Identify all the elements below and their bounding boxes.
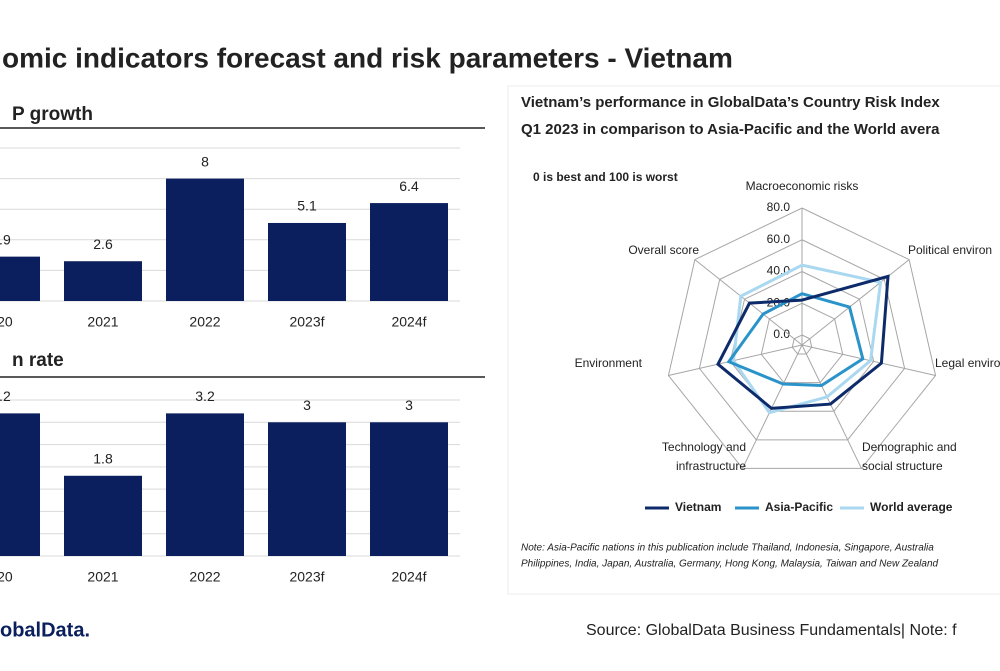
axis-label: Legal enviro: [935, 356, 1000, 370]
x-tick-label: 2022: [189, 569, 220, 585]
x-tick-label: 2021: [87, 314, 118, 330]
axis-label: Environment: [575, 356, 643, 370]
source: Source: GlobalData Business Fundamentals…: [586, 622, 957, 639]
x-tick-label: 2022: [189, 314, 220, 330]
axis-label: social structure: [862, 459, 943, 473]
series-line: [726, 292, 865, 387]
x-tick-label: 2024f: [391, 569, 426, 585]
bar: [0, 413, 40, 556]
r-tick-label: 0.0: [773, 327, 790, 341]
value-label: 3.2: [195, 388, 215, 404]
bar: [64, 475, 142, 556]
x-tick-label: 020: [0, 314, 13, 330]
chart-title: P growth: [12, 104, 93, 125]
legend-label: World average: [870, 500, 953, 514]
chart-title: Vietnam’s performance in GlobalData’s Co…: [521, 94, 940, 111]
x-tick-label: 2023f: [289, 314, 324, 330]
subtitle: 0 is best and 100 is worst: [533, 170, 678, 184]
spoke: [742, 344, 803, 469]
value-label: 8: [201, 153, 209, 169]
bar: [0, 256, 40, 301]
bar: [166, 413, 244, 556]
bar: [268, 422, 346, 556]
value-label: 2.6: [93, 236, 113, 252]
spoke: [801, 344, 862, 469]
bar: [64, 261, 142, 301]
axis-label: infrastructure: [676, 459, 746, 473]
chart-title: Q1 2023 in comparison to Asia-Pacific an…: [521, 121, 940, 138]
logo: obalData.: [0, 619, 90, 641]
series-line: [716, 274, 890, 410]
x-tick-label: 2024f: [391, 314, 426, 330]
bar: [268, 222, 346, 301]
axis-label: Macroeconomic risks: [746, 179, 859, 193]
bar: [370, 422, 448, 556]
legend-label: Asia-Pacific: [765, 500, 833, 514]
r-tick-label: 60.0: [767, 232, 791, 246]
value-label: 3: [405, 397, 413, 413]
value-label: 2.9: [0, 231, 11, 247]
x-tick-label: 020: [0, 569, 13, 585]
axis-label: Technology and: [662, 440, 746, 454]
axis-label: Demographic and: [862, 440, 957, 454]
axis-label: Political environ: [908, 243, 992, 257]
value-label: 1.8: [93, 450, 113, 466]
slide-title: omic indicators forecast and risk parame…: [2, 42, 733, 73]
grid-ring: [667, 207, 937, 469]
note: Note: Asia-Pacific nations in this publi…: [521, 543, 934, 554]
axis-label: Overall score: [628, 243, 699, 257]
spoke: [668, 344, 803, 376]
note: Philippines, India, Japan, Australia, Ge…: [521, 559, 939, 570]
radar-panel: [507, 85, 1000, 595]
bar: [370, 203, 448, 301]
value-label: 6.4: [399, 178, 419, 194]
x-tick-label: 2021: [87, 569, 118, 585]
legend-label: Vietnam: [675, 500, 721, 514]
value-label: 5.1: [297, 198, 317, 214]
grid-ring: [729, 270, 875, 412]
x-tick-label: 2023f: [289, 569, 324, 585]
chart-title: n rate: [12, 350, 64, 371]
grid-ring: [760, 302, 844, 384]
series-line: [731, 263, 883, 415]
spoke: [801, 259, 910, 346]
r-tick-label: 80.0: [767, 200, 791, 214]
value-label: 3: [303, 397, 311, 413]
grid-ring: [791, 334, 813, 355]
bar: [166, 178, 244, 301]
value-label: 3.2: [0, 388, 11, 404]
